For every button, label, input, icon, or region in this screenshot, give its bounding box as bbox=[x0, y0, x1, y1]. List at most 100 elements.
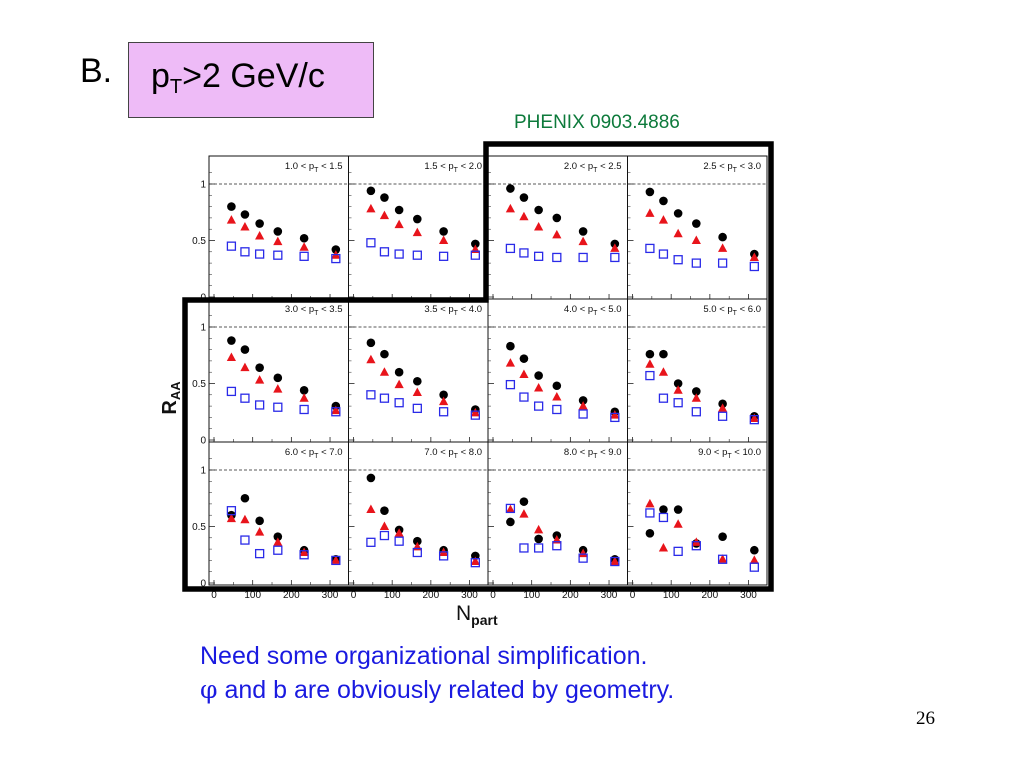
panel-6: 3.5 < pT < 4.0 bbox=[348, 298, 489, 443]
data-point-circle bbox=[645, 349, 655, 359]
data-point-circle bbox=[471, 239, 480, 249]
panel-frame bbox=[208, 298, 349, 443]
x-tick-label: 300 bbox=[322, 590, 339, 601]
panel-frame bbox=[348, 298, 489, 443]
data-point-square bbox=[366, 537, 376, 547]
data-point-square bbox=[331, 407, 341, 417]
data-point-square bbox=[254, 249, 265, 259]
data-point-triangle bbox=[226, 352, 237, 362]
panel-label: 2.0 < pT < 2.5 bbox=[564, 161, 622, 174]
y-tick-label: 0.5 bbox=[192, 379, 206, 390]
data-point-triangle bbox=[255, 375, 265, 384]
x-tick-label: 200 bbox=[283, 590, 300, 601]
data-point-circle bbox=[645, 528, 655, 538]
data-point-triangle bbox=[394, 528, 404, 537]
data-point-circle bbox=[366, 186, 376, 196]
data-point-triangle bbox=[299, 242, 309, 251]
data-point-circle bbox=[273, 532, 283, 541]
data-point-triangle bbox=[379, 521, 390, 530]
data-point-square bbox=[717, 411, 728, 421]
data-point-circle bbox=[534, 205, 543, 215]
data-point-circle bbox=[506, 341, 515, 351]
data-point-triangle bbox=[534, 383, 544, 392]
data-point-triangle bbox=[578, 236, 588, 246]
data-point-square bbox=[240, 535, 250, 545]
data-point-circle bbox=[673, 379, 683, 388]
data-point-square bbox=[658, 512, 669, 523]
panel-label: 8.0 < pT < 9.0 bbox=[564, 447, 622, 460]
data-point-square bbox=[470, 250, 480, 260]
data-point-square bbox=[578, 252, 588, 263]
data-point-circle bbox=[519, 193, 529, 202]
x-tick-label: 300 bbox=[740, 590, 757, 601]
slide-label: B. bbox=[80, 52, 113, 90]
data-point-triangle bbox=[273, 236, 283, 246]
note-line-2: φ and b are obviously related by geometr… bbox=[200, 675, 675, 704]
data-point-triangle bbox=[519, 509, 529, 518]
y-tick-label: 0 bbox=[200, 436, 206, 447]
panel-label: 1.5 < pT < 2.0 bbox=[424, 161, 482, 174]
data-point-square bbox=[749, 562, 759, 572]
data-point-square bbox=[505, 379, 516, 390]
data-point-square bbox=[226, 506, 237, 516]
data-point-triangle bbox=[379, 210, 390, 220]
data-point-triangle bbox=[366, 203, 376, 213]
y-axis-title: RAA bbox=[159, 381, 183, 415]
data-point-triangle bbox=[226, 513, 237, 523]
data-point-square bbox=[394, 249, 404, 259]
data-point-square bbox=[533, 543, 544, 553]
panel-frame bbox=[487, 441, 628, 586]
data-point-triangle bbox=[534, 221, 544, 231]
panel-10: 7.0 < pT < 8.0 bbox=[348, 441, 489, 586]
data-point-circle bbox=[299, 385, 309, 395]
data-point-square bbox=[394, 398, 404, 408]
data-point-circle bbox=[240, 210, 250, 219]
data-point-triangle bbox=[299, 393, 309, 402]
panel-label: 1.0 < pT < 1.5 bbox=[285, 161, 343, 174]
panel-2: 1.5 < pT < 2.0 bbox=[348, 155, 489, 300]
data-point-square bbox=[366, 238, 376, 248]
data-point-circle bbox=[331, 245, 341, 254]
data-point-square bbox=[331, 253, 341, 264]
data-point-circle bbox=[506, 517, 515, 527]
data-point-square bbox=[470, 410, 480, 420]
data-point-triangle bbox=[691, 393, 701, 402]
data-point-square bbox=[331, 555, 341, 566]
x-tick-label: 0 bbox=[490, 590, 496, 601]
data-point-triangle bbox=[366, 354, 376, 364]
data-point-circle bbox=[439, 227, 448, 236]
data-point-triangle bbox=[412, 227, 422, 237]
data-point-circle bbox=[413, 214, 422, 224]
highlight-outline bbox=[182, 141, 774, 592]
panel-3: 2.0 < pT < 2.5 bbox=[487, 155, 628, 300]
panel-label: 3.5 < pT < 4.0 bbox=[424, 304, 482, 317]
data-point-circle bbox=[273, 373, 283, 383]
data-point-square bbox=[610, 252, 620, 263]
data-point-square bbox=[505, 503, 516, 514]
data-point-square bbox=[299, 550, 309, 560]
panel-label: 3.0 < pT < 3.5 bbox=[285, 304, 343, 317]
x-tick-label: 100 bbox=[663, 590, 680, 601]
data-point-circle bbox=[273, 227, 283, 236]
data-point-triangle bbox=[255, 527, 265, 536]
data-point-circle bbox=[299, 233, 309, 243]
data-point-circle bbox=[394, 367, 404, 377]
data-point-circle bbox=[718, 532, 727, 541]
panel-frame bbox=[627, 441, 768, 586]
data-point-square bbox=[552, 252, 562, 263]
data-point-square bbox=[673, 398, 683, 408]
data-point-square bbox=[379, 393, 390, 403]
data-point-triangle bbox=[578, 401, 588, 410]
data-point-circle bbox=[718, 232, 727, 242]
data-point-circle bbox=[534, 371, 543, 380]
data-point-circle bbox=[578, 227, 588, 236]
data-point-circle bbox=[506, 184, 515, 193]
data-point-triangle bbox=[645, 359, 655, 368]
data-point-square bbox=[505, 243, 516, 254]
data-point-square bbox=[691, 407, 701, 417]
x-tick-label: 0 bbox=[630, 590, 636, 601]
data-point-circle bbox=[227, 202, 236, 211]
data-point-square bbox=[366, 390, 376, 400]
page-number: 26 bbox=[916, 708, 935, 729]
data-point-square bbox=[438, 407, 449, 417]
